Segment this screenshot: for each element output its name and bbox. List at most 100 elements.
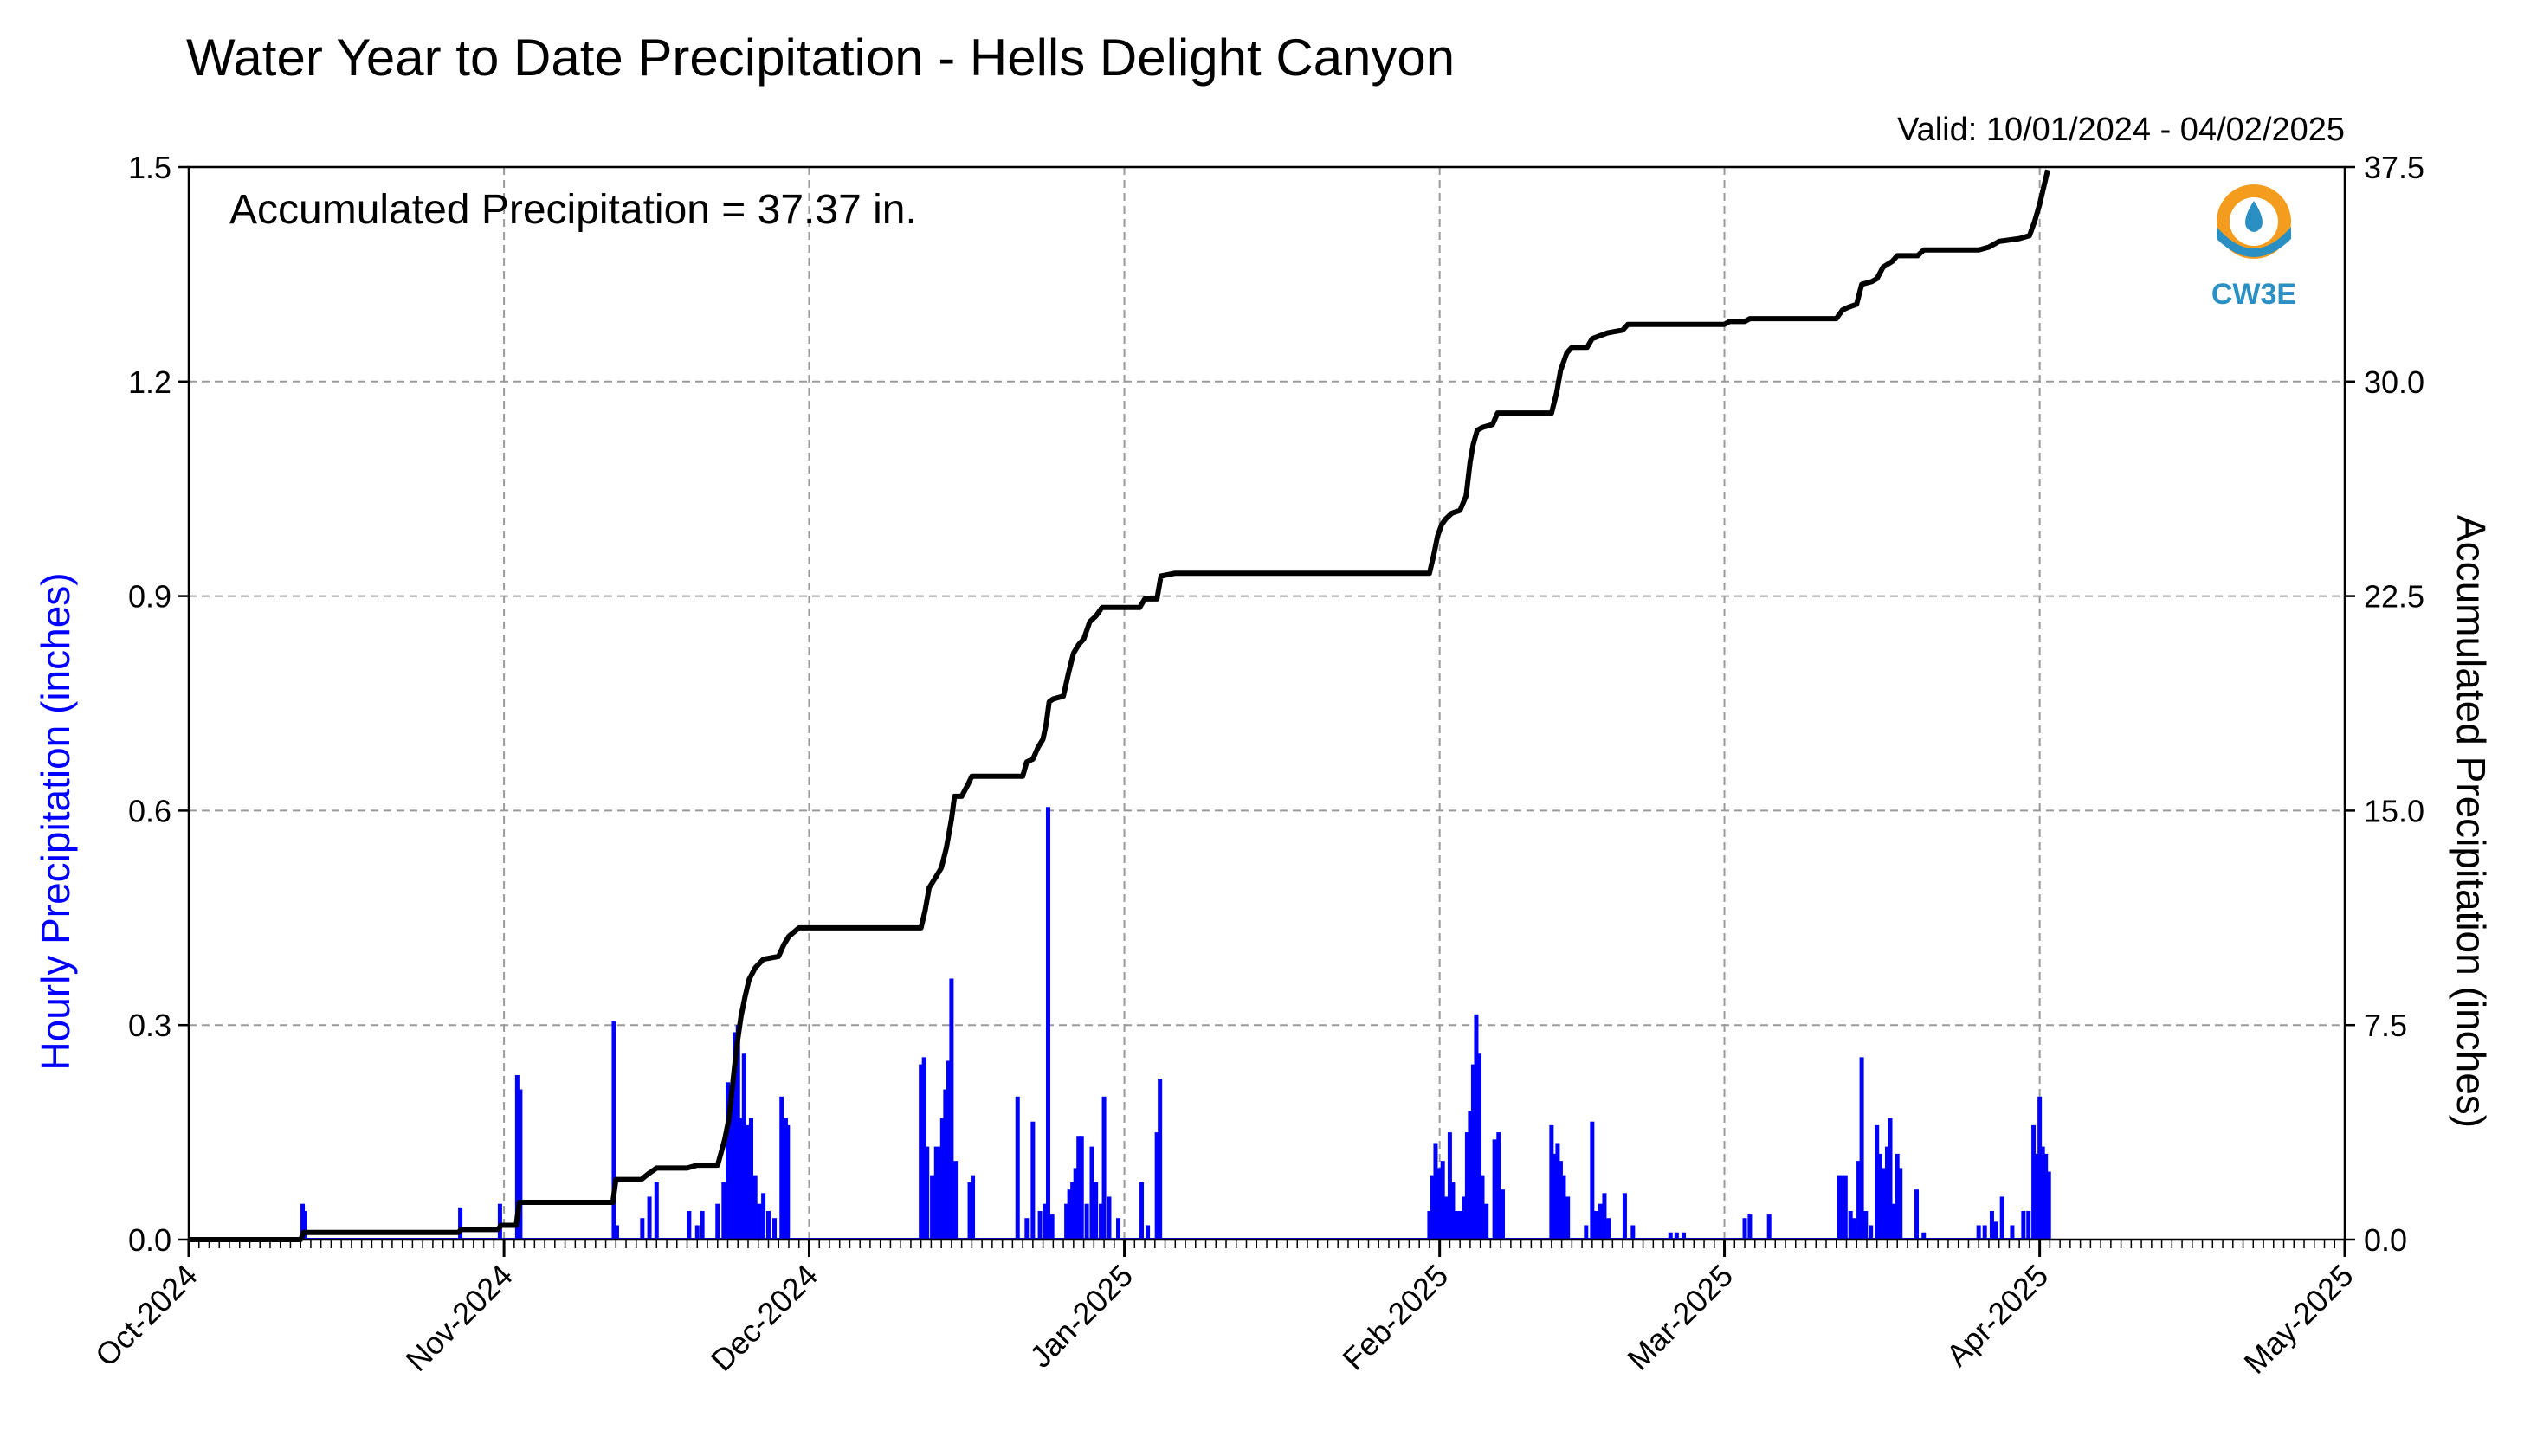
hourly-bar: [1468, 1111, 1473, 1240]
hourly-bar: [765, 1210, 771, 1240]
hourly-bar: [971, 1175, 976, 1240]
hourly-bar: [1892, 1203, 1897, 1240]
hourly-bar: [2043, 1153, 2049, 1240]
hourly-bar: [757, 1203, 762, 1240]
x-tick-label: Apr-2025: [1940, 1258, 2056, 1374]
hourly-bar: [1457, 1210, 1462, 1240]
hourly-bar: [785, 1124, 791, 1240]
hourly-bar: [1859, 1057, 1864, 1240]
hourly-bar: [1073, 1168, 1078, 1240]
hourly-bar: [1914, 1189, 1920, 1240]
hourly-bar: [1076, 1136, 1081, 1240]
hourly-bar: [953, 1161, 959, 1240]
hourly-bar: [1622, 1193, 1627, 1240]
hourly-bar: [1594, 1210, 1599, 1240]
hourly-bar: [1480, 1175, 1485, 1240]
hourly-bar: [741, 1053, 746, 1240]
hourly-bar: [1070, 1182, 1075, 1240]
hourly-bar: [1089, 1146, 1094, 1240]
hourly-bar: [1427, 1210, 1432, 1240]
hourly-bar: [939, 1118, 945, 1240]
hourly-bar: [1099, 1203, 1104, 1240]
hourly-bar: [933, 1146, 939, 1240]
hourly-bar: [1558, 1161, 1563, 1240]
hourly-bar: [1430, 1175, 1435, 1240]
y-left-tick-label: 1.5: [128, 150, 171, 185]
hourly-bar: [1982, 1225, 1987, 1240]
hourly-bar: [1584, 1225, 1589, 1240]
hourly-bar: [1590, 1121, 1595, 1240]
hourly-bar: [654, 1182, 659, 1240]
hourly-bar: [611, 1021, 616, 1240]
hourly-bar: [647, 1196, 652, 1240]
hourly-bar: [514, 1075, 520, 1240]
hourly-bar: [1869, 1225, 1874, 1240]
hourly-bar: [1496, 1132, 1501, 1240]
hourly-bar: [930, 1175, 935, 1240]
hourly-bar: [1668, 1232, 1673, 1240]
axis-ticks: [178, 165, 2355, 1257]
hourly-bar: [1064, 1203, 1069, 1240]
hourly-bar: [2037, 1096, 2043, 1240]
y-right-tick-label: 22.5: [2364, 579, 2424, 615]
x-tick-label: Nov-2024: [398, 1258, 519, 1378]
hourly-bar: [1464, 1132, 1469, 1240]
y-right-tick-label: 0.0: [2364, 1222, 2407, 1258]
hourly-bar: [949, 978, 954, 1240]
hourly-bar: [1674, 1232, 1679, 1240]
y-left-tick-label: 0.9: [128, 579, 171, 615]
cw3e-logo: CW3E: [2211, 184, 2296, 311]
hourly-bar: [2021, 1210, 2026, 1240]
hourly-bar: [1602, 1193, 1607, 1240]
hourly-bar: [700, 1210, 705, 1240]
hourly-bar: [779, 1096, 784, 1240]
hourly-bar: [1476, 1053, 1481, 1240]
axis-tick-labels: 0.0 0.3 0.6 0.9 1.2 1.5 0.0 7.5 15.0 22.5 30.0 37.5…: [88, 150, 2424, 1381]
hourly-bar: [640, 1218, 645, 1240]
y-right-tick-label: 30.0: [2364, 364, 2424, 400]
hourly-bar: [1037, 1210, 1043, 1240]
hourly-bar: [1079, 1136, 1084, 1240]
hourly-bar: [1433, 1143, 1438, 1240]
hourly-precipitation-bars: [189, 807, 2051, 1240]
x-tick-label: Jan-2025: [1023, 1258, 1139, 1375]
hourly-bar: [1450, 1182, 1456, 1240]
y-right-tick-label: 37.5: [2364, 150, 2424, 185]
hourly-bar: [1630, 1225, 1636, 1240]
hourly-bar: [497, 1203, 502, 1240]
hourly-bar: [1436, 1168, 1441, 1240]
hourly-bar: [721, 1182, 726, 1240]
hourly-bar: [694, 1225, 700, 1240]
hourly-bar: [458, 1207, 463, 1240]
valid-date-range: Valid: 10/01/2024 - 04/02/2025: [1897, 112, 2345, 148]
x-tick-label: Mar-2025: [1620, 1258, 1740, 1377]
hourly-bar: [1116, 1218, 1121, 1240]
logo-wave-icon: [2217, 227, 2291, 257]
hourly-bar: [715, 1203, 720, 1240]
hourly-bar: [1989, 1210, 1994, 1240]
hourly-bar: [1742, 1218, 1747, 1240]
y-axis-left-title: Hourly Precipitation (inches): [33, 572, 78, 1070]
hourly-bar: [1101, 1096, 1107, 1240]
y-right-tick-label: 15.0: [2364, 793, 2424, 828]
hourly-bar: [1682, 1232, 1687, 1240]
hourly-bar: [1999, 1196, 2004, 1240]
hourly-bar: [1158, 1079, 1163, 1240]
hourly-bar: [1139, 1182, 1145, 1240]
hourly-bar: [1043, 1203, 1048, 1240]
hourly-bar: [1015, 1096, 1020, 1240]
hourly-bar: [1049, 1214, 1055, 1240]
hourly-bar: [1440, 1161, 1445, 1240]
hourly-bar: [1453, 1210, 1458, 1240]
hourly-bar: [1747, 1214, 1753, 1240]
accumulated-annotation: Accumulated Precipitation = 37.37 in.: [229, 187, 917, 233]
logo-drop-icon: [2245, 201, 2263, 232]
hourly-bar: [1107, 1196, 1112, 1240]
hourly-bar: [739, 1118, 744, 1240]
accumulated-precipitation-line: [189, 169, 2050, 1242]
hourly-bar: [1094, 1182, 1099, 1240]
hourly-bar: [735, 1025, 740, 1240]
logo-text: CW3E: [2211, 278, 2296, 311]
hourly-bar: [745, 1124, 750, 1240]
